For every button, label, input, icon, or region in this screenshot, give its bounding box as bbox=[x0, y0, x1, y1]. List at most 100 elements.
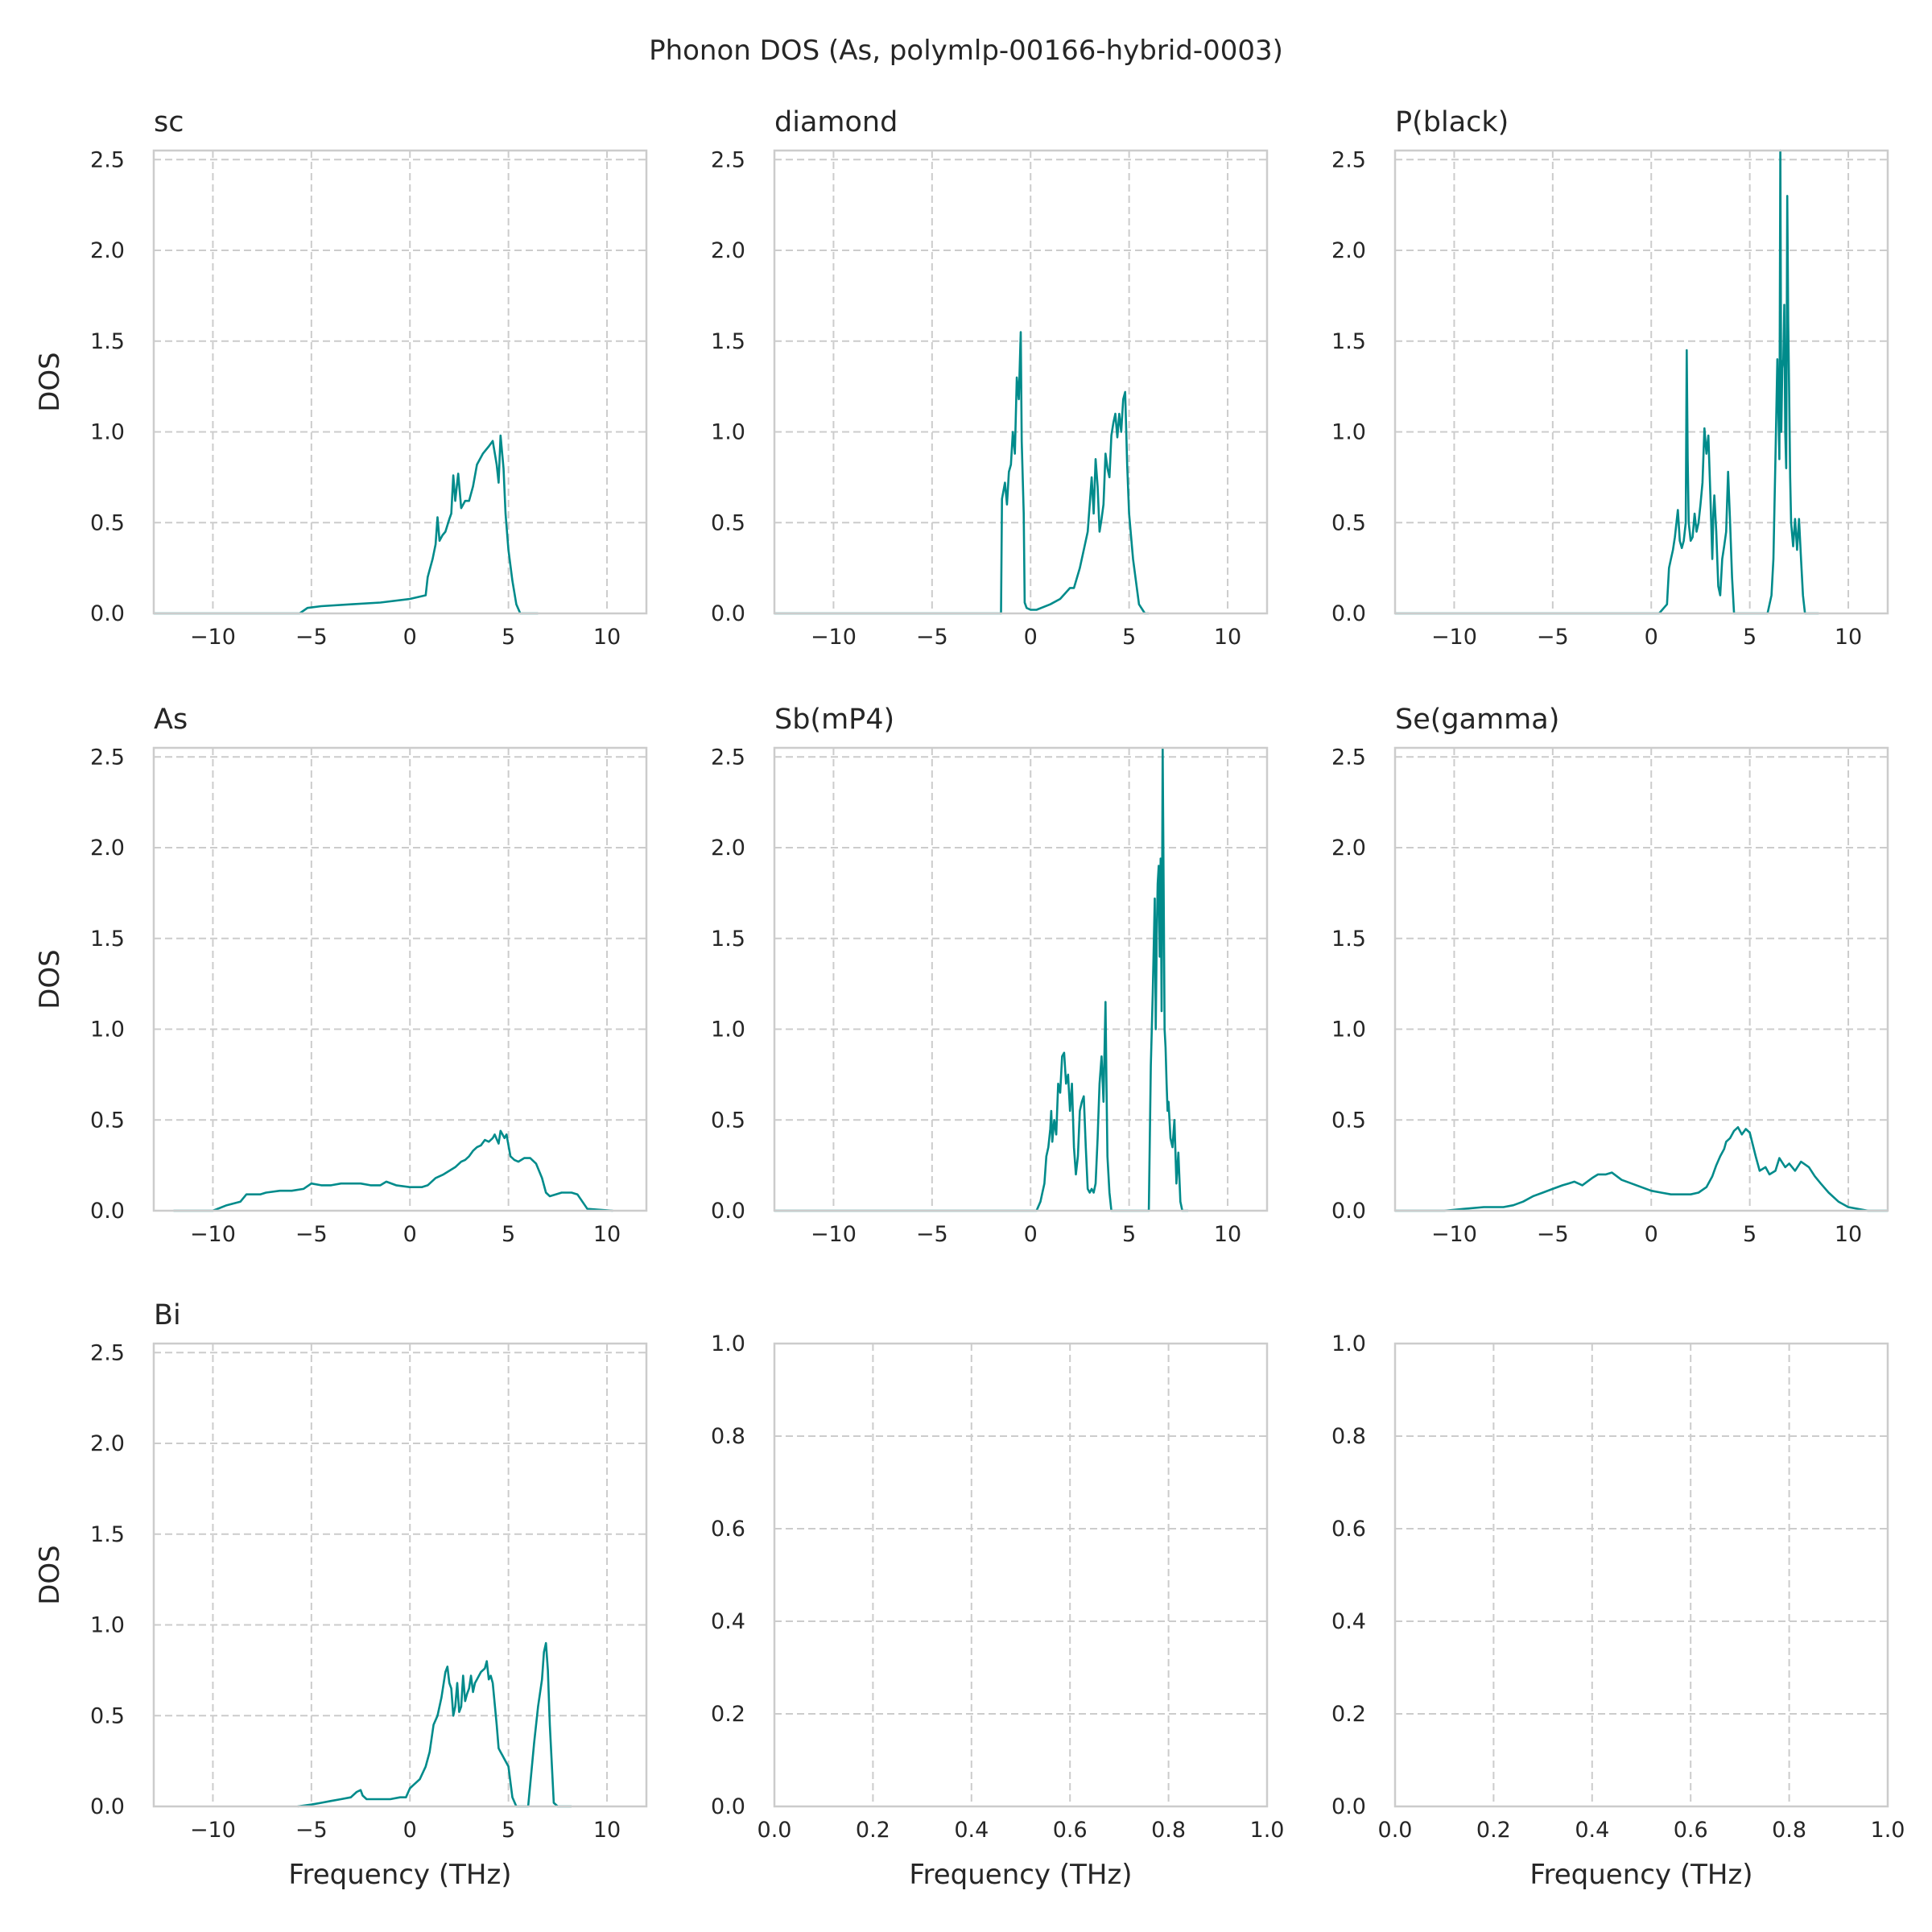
y-tick-label: 1.5 bbox=[711, 927, 745, 952]
axes-frame bbox=[1393, 1342, 1889, 1808]
x-tick-label: −5 bbox=[295, 625, 328, 650]
x-tick-label: 10 bbox=[593, 1222, 621, 1247]
y-tick-label: 2.5 bbox=[90, 745, 125, 770]
subplot: −10 −5 0 5 10 0.0 0.5 1.0 1.5 2.0 2.5 Sb(mP4) bbox=[711, 704, 1269, 1247]
y-tick-label: 1.0 bbox=[1331, 420, 1366, 445]
axes-frame bbox=[152, 149, 648, 615]
y-tick-label: 1.5 bbox=[711, 329, 745, 354]
x-tick-label: −5 bbox=[295, 1818, 328, 1843]
x-tick-label: −5 bbox=[1537, 1222, 1569, 1247]
x-tick-label: −10 bbox=[811, 1222, 857, 1247]
y-tick-label: 0.8 bbox=[1331, 1424, 1366, 1449]
y-tick-label: 0.0 bbox=[711, 1794, 745, 1819]
y-tick-label: 1.0 bbox=[711, 1331, 745, 1356]
y-tick-label: 0.8 bbox=[711, 1424, 745, 1449]
y-tick-label: 2.0 bbox=[1331, 836, 1366, 861]
subplot: −10 −5 0 5 10 0.0 0.5 1.0 1.5 2.0 2.5 P(black) bbox=[1331, 106, 1889, 650]
x-tick-label: −10 bbox=[190, 625, 236, 650]
y-tick-label: 2.0 bbox=[90, 238, 125, 263]
dos-line bbox=[774, 746, 1189, 1212]
x-tick-label: −5 bbox=[916, 625, 948, 650]
x-tick-label: 5 bbox=[1122, 625, 1136, 650]
x-tick-label: 0.6 bbox=[1674, 1818, 1708, 1843]
y-tick-label: 2.0 bbox=[711, 836, 745, 861]
x-tick-label: −10 bbox=[190, 1222, 236, 1247]
y-tick-label: 0.5 bbox=[90, 1108, 125, 1133]
y-tick-label: 0.5 bbox=[90, 510, 125, 535]
x-tick-label: 0 bbox=[1024, 625, 1038, 650]
y-tick-label: 2.0 bbox=[90, 836, 125, 861]
y-tick-label: 0.6 bbox=[1331, 1517, 1366, 1542]
x-tick-label: −10 bbox=[811, 625, 857, 650]
x-tick-label: 0 bbox=[403, 625, 417, 650]
x-axis-label: Frequency (THz) bbox=[909, 1859, 1132, 1891]
y-tick-label: 0.0 bbox=[1331, 1794, 1366, 1819]
y-tick-label: 2.5 bbox=[711, 745, 745, 770]
x-tick-label: 0.4 bbox=[1575, 1818, 1609, 1843]
subplot-title: Sb(mP4) bbox=[774, 704, 894, 736]
x-tick-label: 0 bbox=[403, 1222, 417, 1247]
subplot-title: As bbox=[154, 704, 188, 736]
y-tick-label: 1.5 bbox=[90, 927, 125, 952]
dos-line bbox=[154, 434, 539, 615]
subplot-title: Se(gamma) bbox=[1395, 704, 1559, 736]
y-tick-label: 1.5 bbox=[90, 1522, 125, 1547]
y-tick-label: 0.5 bbox=[711, 510, 745, 535]
x-axis-label: Frequency (THz) bbox=[288, 1859, 511, 1891]
x-tick-label: −10 bbox=[190, 1818, 236, 1843]
y-tick-label: 1.0 bbox=[711, 420, 745, 445]
x-tick-label: −5 bbox=[295, 1222, 328, 1247]
x-tick-label: 0 bbox=[403, 1818, 417, 1843]
dos-line bbox=[1395, 149, 1819, 615]
y-tick-label: 1.0 bbox=[1331, 1331, 1366, 1356]
dos-line bbox=[173, 1129, 613, 1212]
subplot-grid: −10 −5 0 5 10 0.0 0.5 1.0 1.5 2.0 2.5 sc DOS −10 −5 0 5 1… bbox=[34, 106, 1905, 1891]
subplot: −10 −5 0 5 10 0.0 0.5 1.0 1.5 2.0 2.5 Se(gamma) bbox=[1331, 704, 1889, 1247]
y-axis-label: DOS bbox=[34, 1545, 66, 1605]
y-tick-label: 2.5 bbox=[1331, 745, 1366, 770]
x-tick-label: 5 bbox=[502, 1222, 515, 1247]
y-tick-label: 1.5 bbox=[90, 329, 125, 354]
x-tick-label: 0 bbox=[1645, 1222, 1658, 1247]
figure-suptitle: Phonon DOS (As, polymlp-00166-hybrid-000… bbox=[649, 35, 1283, 67]
y-tick-label: 2.0 bbox=[90, 1431, 125, 1456]
x-tick-label: 5 bbox=[1122, 1222, 1136, 1247]
axes-frame bbox=[773, 149, 1269, 615]
x-tick-label: −5 bbox=[916, 1222, 948, 1247]
x-tick-label: 0.0 bbox=[758, 1818, 792, 1843]
y-tick-label: 1.0 bbox=[90, 420, 125, 445]
y-axis-label: DOS bbox=[34, 949, 66, 1009]
y-tick-label: 1.0 bbox=[711, 1018, 745, 1042]
x-tick-label: 1.0 bbox=[1250, 1818, 1285, 1843]
y-tick-label: 1.0 bbox=[90, 1018, 125, 1042]
y-tick-label: 1.5 bbox=[1331, 329, 1366, 354]
subplot: 0.0 0.2 0.4 0.6 0.8 1.0 0.0 0.2 0.4 0.6 0.8 1.0 Freq… bbox=[1331, 1331, 1905, 1891]
subplot: −10 −5 0 5 10 0.0 0.5 1.0 1.5 2.0 2.5 As DOS bbox=[34, 704, 648, 1247]
y-tick-label: 2.0 bbox=[1331, 238, 1366, 263]
subplot: −10 −5 0 5 10 0.0 0.5 1.0 1.5 2.0 2.5 diamond bbox=[711, 106, 1269, 650]
axes-frame bbox=[1393, 746, 1889, 1212]
y-tick-label: 2.0 bbox=[711, 238, 745, 263]
y-tick-label: 0.5 bbox=[711, 1108, 745, 1133]
y-tick-label: 0.2 bbox=[1331, 1702, 1366, 1727]
x-tick-label: 10 bbox=[1835, 625, 1862, 650]
x-tick-label: 0.2 bbox=[1476, 1818, 1511, 1843]
subplot-title: sc bbox=[154, 106, 184, 138]
y-tick-label: 0.4 bbox=[1331, 1609, 1366, 1634]
x-tick-label: 0 bbox=[1024, 1222, 1038, 1247]
y-tick-label: 0.6 bbox=[711, 1517, 745, 1542]
y-tick-label: 0.0 bbox=[90, 1199, 125, 1224]
y-tick-label: 2.5 bbox=[90, 1340, 125, 1365]
y-tick-label: 1.5 bbox=[1331, 927, 1366, 952]
axes-frame bbox=[1393, 149, 1889, 615]
y-tick-label: 0.0 bbox=[711, 601, 745, 626]
subplot-title: diamond bbox=[774, 106, 898, 138]
x-tick-label: 0.4 bbox=[954, 1818, 989, 1843]
subplot: −10 −5 0 5 10 0.0 0.5 1.0 1.5 2.0 2.5 Bi Frequency (… bbox=[34, 1299, 648, 1891]
x-tick-label: 0.2 bbox=[856, 1818, 890, 1843]
x-tick-label: 5 bbox=[502, 1818, 515, 1843]
x-tick-label: 1.0 bbox=[1871, 1818, 1905, 1843]
y-tick-label: 0.2 bbox=[711, 1702, 745, 1727]
axes-frame bbox=[152, 1342, 648, 1808]
y-tick-label: 0.0 bbox=[1331, 1199, 1366, 1224]
